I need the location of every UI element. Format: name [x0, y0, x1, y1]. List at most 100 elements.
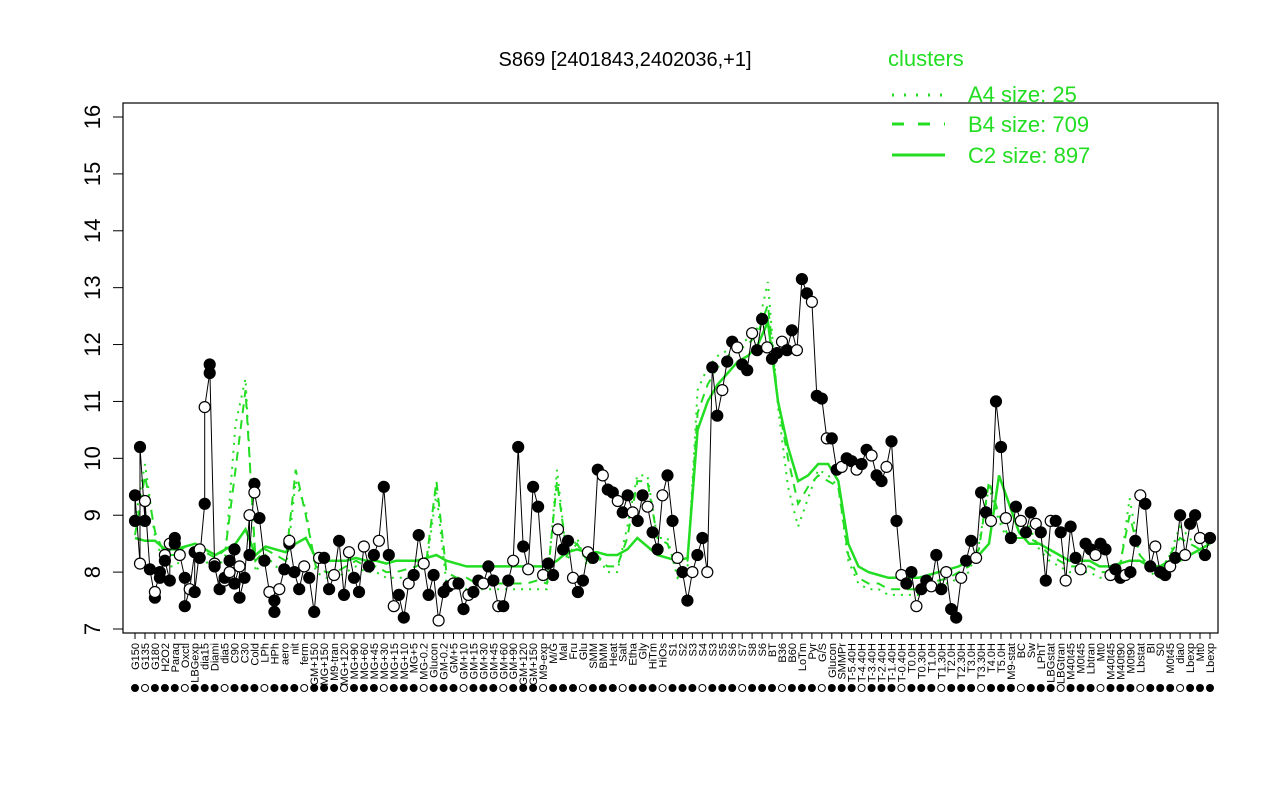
- x-tick-label: C30: [240, 643, 252, 663]
- data-point: [686, 565, 699, 579]
- x-tick-label: G/S: [817, 643, 829, 662]
- data-point: [268, 594, 281, 607]
- x-tick-label: C90: [230, 643, 242, 663]
- data-point: [651, 543, 664, 556]
- x-tick-label: T0.0H: [906, 643, 918, 673]
- x-rug-mark: [787, 684, 796, 692]
- x-tick-label: T1.30H: [936, 643, 948, 679]
- data-point: [178, 600, 191, 613]
- x-tick-label: M9-stat: [1006, 643, 1018, 680]
- x-tick-label: Lbexp: [1205, 643, 1217, 673]
- data-point: [974, 486, 988, 499]
- data-point: [173, 548, 186, 562]
- x-rug-mark: [817, 684, 826, 692]
- data-point: [377, 480, 390, 493]
- data-point: [258, 554, 271, 567]
- data-point: [760, 341, 774, 354]
- x-rug-mark: [409, 684, 418, 692]
- data-point: [407, 568, 420, 582]
- data-point: [233, 591, 246, 604]
- x-tick-label: T2.0H: [946, 643, 958, 673]
- data-point: [989, 395, 1003, 408]
- data-point: [1099, 543, 1112, 556]
- x-rug-mark: [977, 684, 986, 692]
- data-point: [168, 531, 181, 545]
- data-point: [955, 571, 968, 584]
- data-point: [641, 500, 654, 513]
- data-point: [223, 565, 236, 579]
- data-point: [133, 557, 147, 570]
- data-point: [900, 577, 913, 590]
- data-point: [318, 551, 331, 565]
- x-rug-mark: [997, 684, 1005, 692]
- x-rug-mark: [1186, 684, 1195, 692]
- x-rug-mark: [718, 684, 727, 692]
- data-point: [333, 534, 346, 547]
- x-rug-mark: [847, 684, 856, 692]
- x-tick-label: MG+15: [389, 643, 401, 679]
- data-point: [283, 534, 296, 547]
- data-point: [1014, 514, 1028, 528]
- x-rug-mark: [1116, 684, 1125, 692]
- x-rug-mark: [429, 684, 438, 692]
- x-rug-mark: [578, 684, 587, 692]
- x-tick-label: T-5.40H: [847, 643, 859, 682]
- chart-title: S869 [2401843,2402036,+1]: [498, 49, 751, 71]
- data-point: [253, 511, 266, 525]
- y-tick-label: 15: [80, 162, 105, 186]
- data-point: [243, 548, 256, 562]
- x-rug-mark: [300, 684, 309, 692]
- x-rug-mark: [509, 684, 518, 692]
- x-rug-mark: [1196, 684, 1204, 692]
- data-point: [238, 571, 251, 584]
- data-point: [561, 534, 575, 547]
- x-tick-label: LoTm: [797, 643, 809, 671]
- x-tick-label: S2: [678, 643, 690, 656]
- data-point: [1203, 531, 1217, 545]
- data-point: [1149, 540, 1162, 553]
- data-point: [1034, 526, 1047, 539]
- data-point: [631, 514, 644, 528]
- x-tick-label: ferm: [299, 643, 311, 665]
- data-point: [1173, 509, 1187, 522]
- x-tick-label: Fru: [568, 643, 580, 660]
- x-tick-label: LBGstat: [1046, 643, 1058, 683]
- x-tick-label: aero: [279, 643, 291, 665]
- data-point: [1144, 560, 1157, 573]
- data-point: [741, 364, 754, 377]
- x-rug-mark: [1136, 684, 1145, 692]
- data-point: [994, 440, 1008, 454]
- data-point: [427, 568, 440, 582]
- x-rug-mark: [270, 684, 279, 692]
- data-point: [133, 440, 147, 454]
- data-point: [457, 602, 470, 616]
- x-tick-label: Diami: [210, 643, 222, 671]
- x-rug-mark: [210, 684, 219, 692]
- data-point: [198, 401, 211, 414]
- x-tick-label: S5: [717, 643, 729, 656]
- x-rug-mark: [758, 684, 767, 692]
- data-point: [193, 551, 206, 565]
- data-point: [805, 295, 819, 308]
- data-point: [288, 565, 301, 579]
- x-rug-mark: [618, 684, 627, 692]
- x-tick-label: M40t45: [1066, 643, 1078, 680]
- x-rug-mark: [359, 684, 368, 692]
- data-point: [1198, 548, 1212, 562]
- data-point: [352, 585, 366, 599]
- x-tick-label: MG+60: [359, 643, 371, 679]
- x-rug-mark: [439, 684, 448, 692]
- x-tick-label: Glucon: [429, 643, 441, 678]
- data-point: [1188, 509, 1202, 522]
- x-rug-mark: [389, 684, 398, 692]
- x-rug-mark: [907, 684, 916, 692]
- x-rug-mark: [748, 684, 757, 692]
- data-point: [467, 585, 480, 599]
- x-tick-label: B36: [777, 643, 789, 663]
- data-point: [347, 571, 361, 584]
- x-tick-label: GM+15: [468, 643, 480, 679]
- data-point: [825, 432, 838, 445]
- x-tick-label: T4.0H: [986, 643, 998, 673]
- x-rug-mark: [459, 684, 468, 692]
- data-point: [452, 577, 465, 590]
